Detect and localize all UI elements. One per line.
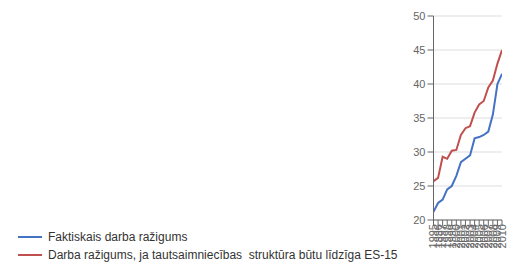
svg-text:50: 50 [413, 10, 425, 22]
svg-text:45: 45 [413, 44, 425, 56]
svg-text:20: 20 [413, 214, 425, 226]
svg-text:35: 35 [413, 112, 425, 124]
svg-text:25: 25 [413, 180, 425, 192]
html-text:Faktiskais darba ražigums: Faktiskais darba ražigums [48, 230, 188, 244]
html-text:Darba ražigums, ja tautsaimnie: Darba ražigums, ja tautsaimniecības stru… [48, 248, 398, 262]
svg-text:30: 30 [413, 146, 425, 158]
svg-text:2010: 2010 [496, 224, 508, 248]
svg-text:40: 40 [413, 78, 425, 90]
